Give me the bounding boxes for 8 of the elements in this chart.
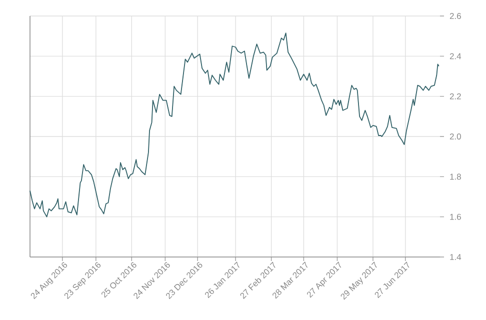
y-tick-label: 1.6: [450, 214, 461, 220]
y-tick-label: 1.8: [450, 174, 461, 180]
y-tick-label: 2.2: [450, 93, 461, 100]
y-tick-label: 2.4: [450, 53, 462, 60]
y-tick-label: 2.0: [450, 134, 461, 140]
y-tick-label: 1.4: [450, 254, 462, 260]
line-series: [30, 32, 440, 218]
y-tick-label: 2.6: [450, 13, 461, 19]
